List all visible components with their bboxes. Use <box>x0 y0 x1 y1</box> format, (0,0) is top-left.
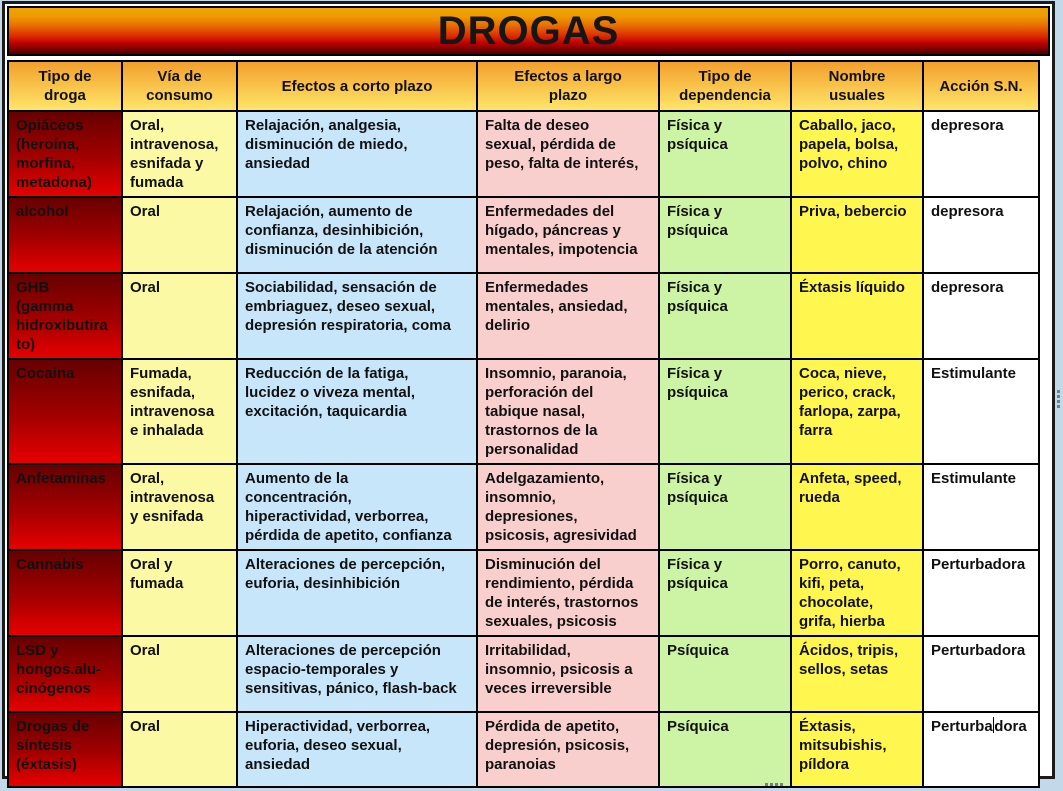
table-row: Cannabis Oral y fumada Alteraciones de per… <box>7 549 1040 637</box>
cell-via[interactable]: Fumada, esnifada, intravenosa e inhalada <box>121 358 238 465</box>
cell-action[interactable]: depresora <box>922 272 1040 360</box>
cell-names[interactable]: Ácidos, tripis, sellos, setas <box>790 635 924 713</box>
cell-name[interactable]: Cocaína <box>7 358 123 465</box>
column-header-names[interactable]: Nombre usuales <box>790 60 924 112</box>
cell-via[interactable]: Oral <box>121 635 238 713</box>
cell-short_term[interactable]: Hiperactividad, verborrea, euforia, dese… <box>236 711 478 788</box>
cell-names[interactable]: Priva, bebercio <box>790 196 924 274</box>
cell-names[interactable]: Coca, nieve, perico, crack, farlopa, zar… <box>790 358 924 465</box>
cell-short_term[interactable]: Alteraciones de percepción, euforia, des… <box>236 549 478 637</box>
resize-handle-bottom[interactable] <box>765 783 783 786</box>
cell-long_term[interactable]: Pérdida de apetito, depresión, psicosis,… <box>476 711 660 788</box>
cell-dependence[interactable]: Psíquica <box>658 635 792 713</box>
cell-dependence[interactable]: Física y psíquica <box>658 196 792 274</box>
handle-dot <box>1057 390 1060 393</box>
column-header-long_term[interactable]: Efectos a largo plazo <box>476 60 660 112</box>
cell-names[interactable]: Éxtasis, mitsubishis, píldora <box>790 711 924 788</box>
cell-names[interactable]: Porro, canuto, kifi, peta, chocolate, gr… <box>790 549 924 637</box>
column-header-short_term[interactable]: Efectos a corto plazo <box>236 60 478 112</box>
cell-long_term[interactable]: Enfermedades del hígado, páncreas y ment… <box>476 196 660 274</box>
cell-dependence[interactable]: Física y psíquica <box>658 549 792 637</box>
cell-via[interactable]: Oral <box>121 711 238 788</box>
cell-name[interactable]: Drogas de síntesis (éxtasis) <box>7 711 123 788</box>
cell-via[interactable]: Oral <box>121 196 238 274</box>
cell-via[interactable]: Oral, intravenosa y esnifada <box>121 463 238 551</box>
drugs-table: Tipo de droga Vía de consumo Efectos a cor… <box>7 60 1040 788</box>
cell-long_term[interactable]: Falta de deseo sexual, pérdida de peso, … <box>476 110 660 198</box>
table-title-bar[interactable]: DROGAS <box>7 6 1050 56</box>
cell-short_term[interactable]: Relajación, aumento de confianza, desinh… <box>236 196 478 274</box>
header-row: Tipo de droga Vía de consumo Efectos a cor… <box>7 60 1040 112</box>
cell-dependence[interactable]: Física y psíquica <box>658 272 792 360</box>
cell-names[interactable]: Caballo, jaco, papela, bolsa, polvo, chi… <box>790 110 924 198</box>
cell-via[interactable]: Oral y fumada <box>121 549 238 637</box>
cell-long_term[interactable]: Adelgazamiento, insomnio, depresiones, p… <box>476 463 660 551</box>
table-row: Opiáceos (heroína, morfina, metadona) Ora… <box>7 110 1040 198</box>
handle-dot <box>765 783 768 786</box>
cell-long_term[interactable]: Irritabilidad, insomnio, psicosis a vece… <box>476 635 660 713</box>
page-title: DROGAS <box>437 8 620 53</box>
handle-dot <box>1057 405 1060 408</box>
text-caret <box>992 717 995 733</box>
cell-long_term[interactable]: Enfermedades mentales, ansiedad, delirio <box>476 272 660 360</box>
cell-long_term[interactable]: Insomnio, paranoia, perforación del tabi… <box>476 358 660 465</box>
resize-handle-right[interactable] <box>1057 390 1060 408</box>
cell-long_term[interactable]: Disminución del rendimiento, pérdida de … <box>476 549 660 637</box>
cell-dependence[interactable]: Física y psíquica <box>658 110 792 198</box>
cell-name[interactable]: Cannabis <box>7 549 123 637</box>
cell-dependence[interactable]: Física y psíquica <box>658 358 792 465</box>
handle-dot <box>770 783 773 786</box>
cell-via[interactable]: Oral <box>121 272 238 360</box>
cell-dependence[interactable]: Psíquica <box>658 711 792 788</box>
handle-dot <box>775 783 778 786</box>
cell-action[interactable]: depresora <box>922 110 1040 198</box>
cell-name[interactable]: LSD y hongos.alu- cinógenos <box>7 635 123 713</box>
cell-name[interactable]: Anfetaminas <box>7 463 123 551</box>
cell-names[interactable]: Anfeta, speed, rueda <box>790 463 924 551</box>
cell-name[interactable]: alcohol <box>7 196 123 274</box>
cell-short_term[interactable]: Reducción de la fatiga, lucidez o viveza… <box>236 358 478 465</box>
cell-action[interactable]: Perturbadora <box>922 549 1040 637</box>
table-row: GHB (gamma hidroxibutira to) Oral Sociabil… <box>7 272 1040 360</box>
table-row: Drogas de síntesis (éxtasis) Oral Hiperact… <box>7 711 1040 788</box>
cell-action[interactable]: Estimulante <box>922 463 1040 551</box>
table-row: alcohol Oral Relajación, aumento de confia… <box>7 196 1040 274</box>
handle-dot <box>1057 400 1060 403</box>
cell-short_term[interactable]: Aumento de la concentración, hiperactivi… <box>236 463 478 551</box>
cell-short_term[interactable]: Sociabilidad, sensación de embriaguez, d… <box>236 272 478 360</box>
cell-short_term[interactable]: Alteraciones de percepción espacio-tempo… <box>236 635 478 713</box>
table-row: Cocaína Fumada, esnifada, intravenosa e i… <box>7 358 1040 465</box>
table-row: LSD y hongos.alu- cinógenos Oral Alteracio… <box>7 635 1040 713</box>
handle-dot <box>1057 395 1060 398</box>
cell-via[interactable]: Oral, intravenosa, esnifada y fumada <box>121 110 238 198</box>
cell-name[interactable]: Opiáceos (heroína, morfina, metadona) <box>7 110 123 198</box>
cell-action[interactable]: Perturbadora <box>922 635 1040 713</box>
cell-short_term[interactable]: Relajación, analgesia, disminución de mi… <box>236 110 478 198</box>
cell-dependence[interactable]: Física y psíquica <box>658 463 792 551</box>
column-header-via[interactable]: Vía de consumo <box>121 60 238 112</box>
cell-action[interactable]: depresora <box>922 196 1040 274</box>
column-header-action[interactable]: Acción S.N. <box>922 60 1040 112</box>
handle-dot <box>780 783 783 786</box>
column-header-dependence[interactable]: Tipo de dependencia <box>658 60 792 112</box>
table-row: Anfetaminas Oral, intravenosa y esnifada A… <box>7 463 1040 551</box>
cell-action[interactable]: Estimulante <box>922 358 1040 465</box>
column-header-name[interactable]: Tipo de droga <box>7 60 123 112</box>
cell-name[interactable]: GHB (gamma hidroxibutira to) <box>7 272 123 360</box>
cell-names[interactable]: Éxtasis líquido <box>790 272 924 360</box>
